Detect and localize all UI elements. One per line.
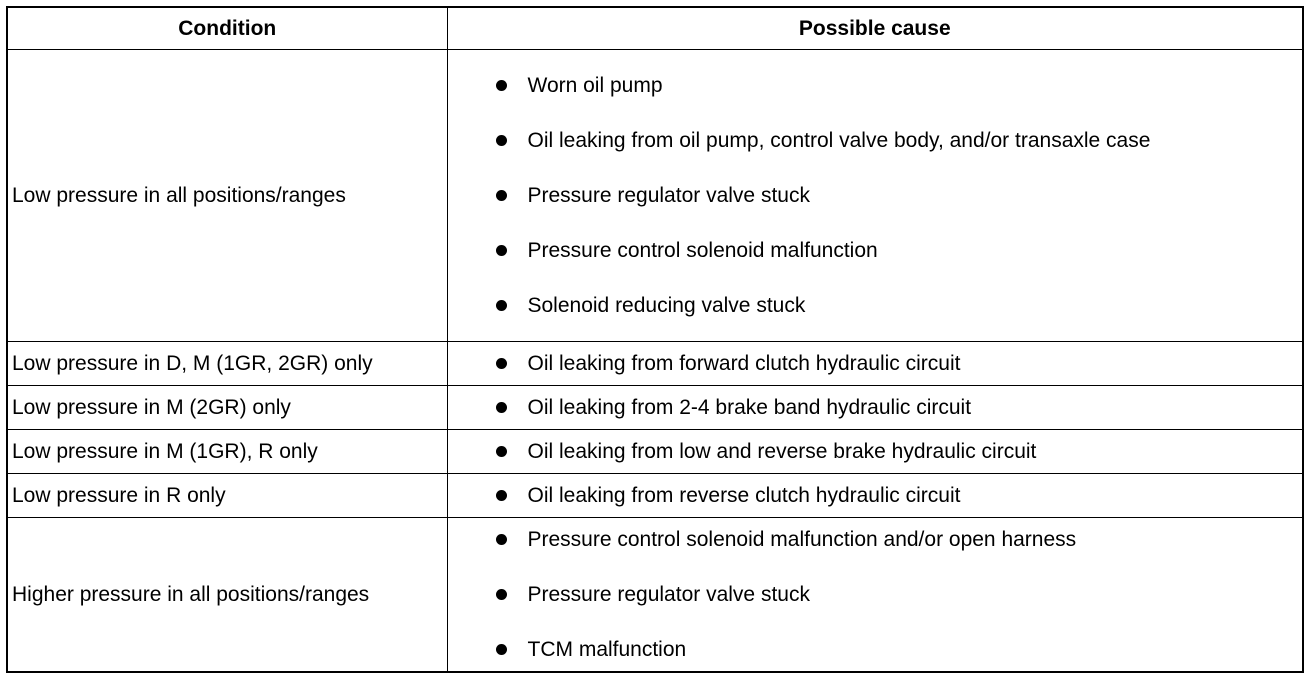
condition-cell: Low pressure in D, M (1GR, 2GR) only bbox=[6, 341, 448, 386]
cause-list: Oil leaking from reverse clutch hydrauli… bbox=[448, 474, 1303, 517]
table-row: Higher pressure in all positions/ranges P… bbox=[6, 517, 1304, 673]
cause-item: Pressure control solenoid malfunction bbox=[495, 236, 1243, 265]
header-cell: Condition bbox=[6, 6, 448, 50]
header-cell: Possible cause bbox=[446, 6, 1304, 50]
cause-item: Oil leaking from 2-4 brake band hydrauli… bbox=[495, 393, 1243, 422]
cause-cell: Pressure control solenoid malfunction an… bbox=[446, 517, 1304, 673]
condition-cell: Higher pressure in all positions/ranges bbox=[6, 517, 448, 673]
cause-item: Oil leaking from reverse clutch hydrauli… bbox=[495, 481, 1243, 510]
cause-list: Worn oil pump Oil leaking from oil pump, … bbox=[448, 64, 1303, 327]
cause-list: Oil leaking from forward clutch hydrauli… bbox=[448, 342, 1303, 385]
table-row: Low pressure in M (1GR), R only Oil leaki… bbox=[6, 429, 1304, 474]
cause-cell: Worn oil pump Oil leaking from oil pump, … bbox=[446, 49, 1304, 342]
cause-list: Oil leaking from 2-4 brake band hydrauli… bbox=[448, 386, 1303, 429]
cause-item: Pressure regulator valve stuck bbox=[495, 181, 1243, 210]
cause-item: Worn oil pump bbox=[495, 71, 1243, 100]
table-row: Low pressure in all positions/ranges Worn… bbox=[6, 49, 1304, 342]
table-row: Low pressure in M (2GR) only Oil leaking … bbox=[6, 385, 1304, 430]
cause-cell: Oil leaking from forward clutch hydrauli… bbox=[446, 341, 1304, 386]
cause-cell: Oil leaking from 2-4 brake band hydrauli… bbox=[446, 385, 1304, 430]
cause-list: Pressure control solenoid malfunction an… bbox=[448, 518, 1303, 671]
cause-item: Oil leaking from forward clutch hydrauli… bbox=[495, 349, 1243, 378]
cause-item: Solenoid reducing valve stuck bbox=[495, 291, 1243, 320]
condition-cell: Low pressure in R only bbox=[6, 473, 448, 518]
cause-item: Oil leaking from low and reverse brake h… bbox=[495, 437, 1243, 466]
cause-item: TCM malfunction bbox=[495, 635, 1243, 664]
table-body: Low pressure in all positions/ranges Worn… bbox=[6, 49, 1304, 673]
table: Condition Possible cause Low pressure in… bbox=[6, 6, 1304, 673]
cause-item: Oil leaking from oil pump, control valve… bbox=[495, 126, 1243, 155]
cause-cell: Oil leaking from reverse clutch hydrauli… bbox=[446, 473, 1304, 518]
table-row: Low pressure in D, M (1GR, 2GR) only Oil … bbox=[6, 341, 1304, 386]
header-row: Condition Possible cause bbox=[6, 6, 1304, 50]
cause-list: Oil leaking from low and reverse brake h… bbox=[448, 430, 1303, 473]
cause-cell: Oil leaking from low and reverse brake h… bbox=[446, 429, 1304, 474]
condition-cell: Low pressure in all positions/ranges bbox=[6, 49, 448, 342]
condition-cell: Low pressure in M (1GR), R only bbox=[6, 429, 448, 474]
cause-item: Pressure control solenoid malfunction an… bbox=[495, 525, 1243, 554]
cause-item: Pressure regulator valve stuck bbox=[495, 580, 1243, 609]
table-row: Low pressure in R only Oil leaking from r… bbox=[6, 473, 1304, 518]
condition-cell: Low pressure in M (2GR) only bbox=[6, 385, 448, 430]
